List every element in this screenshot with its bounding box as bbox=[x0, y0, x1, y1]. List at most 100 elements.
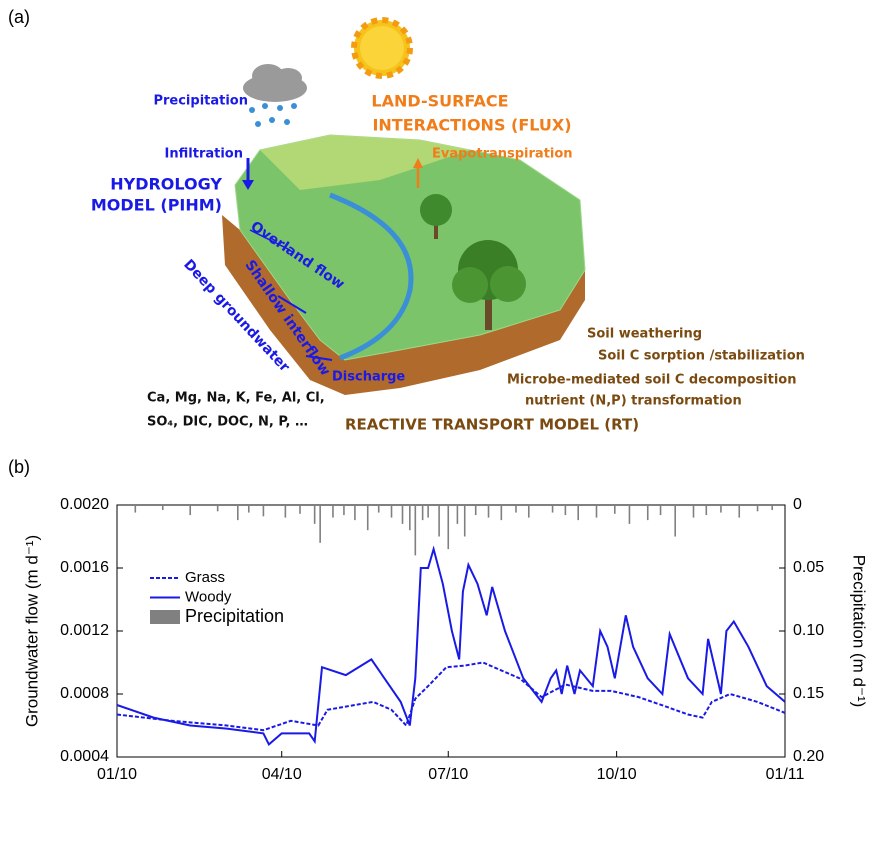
soil-side bbox=[222, 215, 585, 395]
panel-label: (b) bbox=[8, 457, 30, 477]
infiltration-label: Infiltration bbox=[165, 147, 243, 162]
precipitation-bar bbox=[463, 505, 466, 537]
x-tick-label: 04/10 bbox=[262, 766, 302, 783]
land-surface-label: INTERACTIONS (FLUX) bbox=[372, 116, 571, 135]
precipitation-bar bbox=[421, 505, 424, 521]
precipitation-bar bbox=[756, 505, 759, 512]
precipitation-bar bbox=[720, 505, 722, 513]
y-tick-label: 0.0016 bbox=[60, 559, 109, 576]
precipitation-bar bbox=[313, 505, 316, 524]
precipitation-bar bbox=[564, 505, 567, 516]
precipitation-bar bbox=[738, 505, 741, 518]
precipitation-bar bbox=[390, 505, 393, 518]
x-tick-label: 01/11 bbox=[766, 766, 805, 783]
precipitation-bar bbox=[692, 505, 695, 518]
land-surface-label: LAND-SURFACE bbox=[371, 92, 508, 111]
y2-tick-label: 0.10 bbox=[793, 622, 824, 639]
y-tick-label: 0.0012 bbox=[60, 622, 109, 639]
land-highlight bbox=[260, 135, 470, 190]
precipitation-bar bbox=[577, 505, 579, 521]
x-tick-label: 07/10 bbox=[428, 766, 468, 783]
hydrology-label: HYDROLOGY bbox=[110, 175, 222, 194]
precipitation-bar bbox=[646, 505, 649, 521]
precipitation-bar bbox=[414, 505, 417, 556]
precipitation-bar bbox=[447, 505, 450, 550]
precipitation-bar bbox=[674, 505, 676, 537]
precipitation-bar bbox=[262, 505, 265, 517]
precipitation-bar bbox=[161, 505, 164, 511]
y-tick-label: 0.0004 bbox=[60, 748, 109, 765]
series-line bbox=[116, 661, 786, 732]
precipitation-bar bbox=[247, 505, 250, 513]
precipitation-bar bbox=[236, 505, 239, 521]
precipitation-bar bbox=[515, 505, 517, 513]
process-label: Soil C sorption /stabilization bbox=[598, 349, 805, 364]
groundwater-arrow bbox=[305, 355, 333, 361]
solutes-label: Ca, Mg, Na, K, Fe, Al, Cl, bbox=[147, 391, 325, 406]
precipitation-bar bbox=[216, 505, 219, 512]
process-label: Microbe-mediated soil C decomposition bbox=[507, 373, 797, 388]
y2-axis-title: Precipitation (m d⁻¹) bbox=[850, 555, 869, 708]
legend-swatch bbox=[150, 610, 180, 624]
x-tick-label: 10/10 bbox=[597, 766, 637, 783]
interflow-arrow bbox=[277, 295, 307, 314]
precipitation-bar bbox=[409, 505, 411, 531]
tree-small bbox=[420, 194, 452, 239]
precipitation-bar bbox=[456, 505, 459, 524]
precipitation-bar bbox=[319, 505, 321, 543]
legend-label: Precipitation bbox=[185, 606, 284, 626]
precipitation-label: Precipitation bbox=[153, 94, 248, 109]
precipitation-bar bbox=[332, 505, 334, 518]
precipitation-bar bbox=[354, 505, 356, 521]
precipitation-bar bbox=[628, 505, 631, 524]
solutes-label: SO₄, DIC, DOC, N, P, … bbox=[147, 415, 308, 430]
y2-tick-label: 0 bbox=[793, 496, 802, 513]
precipitation-bar bbox=[438, 505, 440, 537]
legend-label: Grass bbox=[185, 569, 225, 586]
precipitation-bar bbox=[613, 505, 616, 514]
cloud bbox=[243, 64, 307, 102]
evapotranspiration-arrowhead bbox=[413, 158, 423, 168]
y2-tick-label: 0.15 bbox=[793, 685, 824, 702]
raindrops bbox=[249, 103, 297, 127]
hydrology-label: MODEL (PIHM) bbox=[91, 196, 222, 215]
x-tick-label: 01/10 bbox=[97, 766, 137, 783]
precipitation-bar bbox=[189, 505, 192, 516]
precipitation-bar bbox=[705, 505, 708, 516]
rt-label: REACTIVE TRANSPORT MODEL (RT) bbox=[345, 416, 639, 434]
precipitation-bar bbox=[284, 505, 287, 518]
panel-label: (a) bbox=[8, 7, 30, 27]
tree-large bbox=[452, 240, 526, 330]
overland-arrow bbox=[249, 229, 291, 251]
y-tick-label: 0.0020 bbox=[60, 496, 109, 513]
discharge-label: Discharge bbox=[332, 370, 405, 385]
stream bbox=[329, 192, 414, 361]
infiltration-arrowhead bbox=[242, 180, 254, 190]
precipitation-bar bbox=[474, 505, 477, 516]
precipitation-bar bbox=[343, 505, 345, 516]
precipitation-bar bbox=[500, 505, 503, 521]
precipitation-bar bbox=[299, 505, 301, 514]
precipitation-bar bbox=[487, 505, 490, 518]
y2-tick-label: 0.20 bbox=[793, 748, 824, 765]
precipitation-bar bbox=[401, 505, 404, 524]
y-tick-label: 0.0008 bbox=[60, 685, 109, 702]
precipitation-bar bbox=[659, 505, 662, 516]
precipitation-bar bbox=[595, 505, 598, 518]
y2-tick-label: 0.05 bbox=[793, 559, 824, 576]
precipitation-bar bbox=[377, 505, 380, 513]
precipitation-bar bbox=[427, 505, 429, 518]
process-label: Soil weathering bbox=[587, 327, 702, 342]
series-line bbox=[116, 545, 786, 746]
landscape bbox=[222, 17, 586, 395]
evapotranspiration-label: Evapotranspiration bbox=[432, 147, 573, 162]
y-axis-title: Groundwater flow (m d⁻¹) bbox=[22, 535, 41, 727]
precipitation-bar bbox=[134, 505, 137, 513]
process-label: nutrient (N,P) transformation bbox=[525, 394, 742, 409]
precipitation-bar bbox=[527, 505, 530, 518]
precipitation-bar bbox=[771, 505, 773, 511]
precipitation-bar bbox=[366, 505, 369, 531]
legend-label: Woody bbox=[185, 588, 232, 605]
